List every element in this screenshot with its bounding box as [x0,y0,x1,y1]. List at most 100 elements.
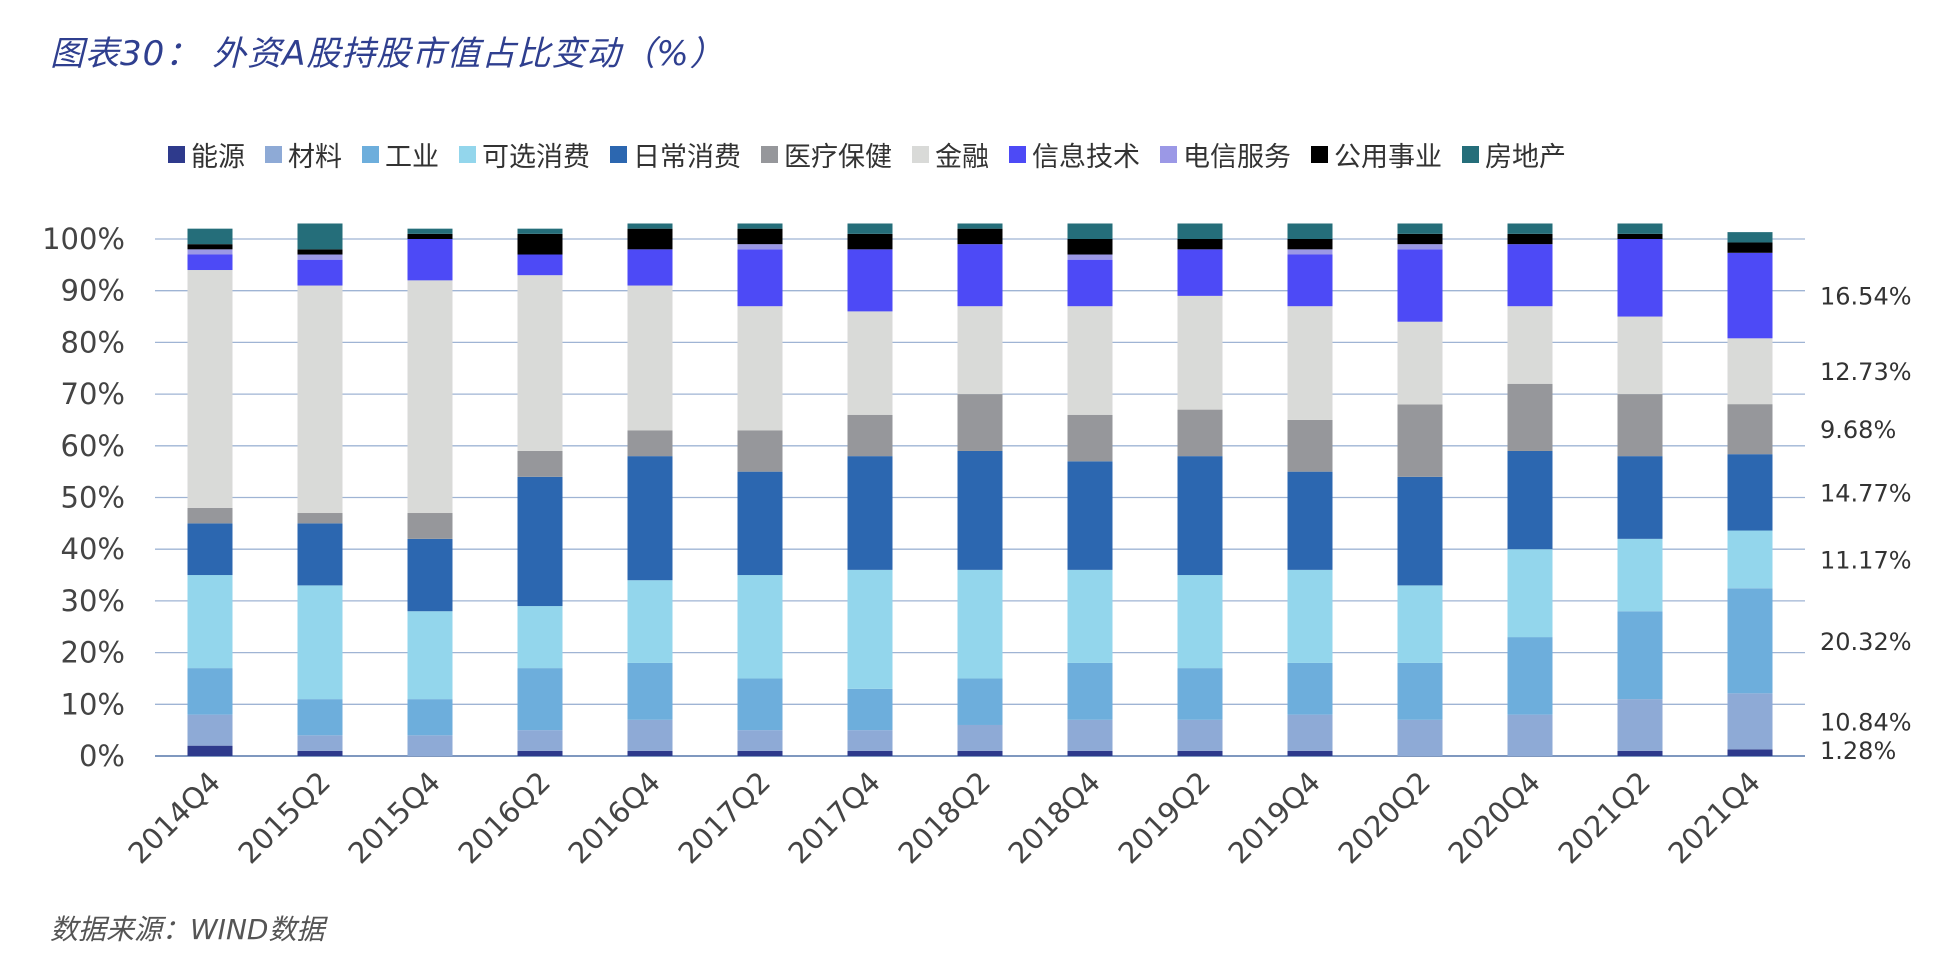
bar-segment [1727,454,1773,531]
bar-segment [407,280,453,514]
bar-segment [187,507,233,524]
x-tick-label: 2019Q4 [1222,765,1327,870]
bar-segment [1727,749,1773,756]
bar-segment [1067,259,1113,307]
bar-segment [1177,456,1223,576]
bar-segment [1397,585,1443,663]
y-tick-label: 60% [61,429,125,463]
legend-swatch [362,145,379,163]
bar-segment [187,254,233,271]
bar-segment [847,223,893,234]
bar-segment [847,233,893,250]
bar-segment [1287,750,1333,756]
bar-segment [1177,668,1223,720]
bar-segment [1177,575,1223,669]
bar-segment [1287,306,1333,420]
bar-segment [737,430,783,472]
bar-segment [187,523,233,576]
bar-segment [407,735,453,756]
y-tick-label: 10% [61,687,125,721]
value-label: 10.84% [1820,708,1912,736]
bar-segment [627,719,673,751]
bar-segment [1617,750,1663,756]
bar-segment [957,569,1003,679]
legend-swatch [1462,145,1479,163]
bar-segment [1507,306,1553,384]
y-tick-label: 0% [79,739,125,773]
bar-segment [1617,456,1663,539]
bar-segment [1397,719,1443,756]
bar-segment [1287,254,1333,307]
bar-segment [627,580,673,663]
chart-legend: 能源 材料 工业 可选消费 日常消费 医疗保健 金融 信息技术 电信服务 公用事业 房地产 [168,134,1586,174]
bar-segment [1507,549,1553,638]
legend-swatch [610,145,627,163]
bar-segment [1067,569,1113,663]
bar-segment [737,750,783,756]
bar-segment [407,228,453,234]
bar-segment [297,699,343,736]
legend-label: 医疗保健 [784,141,892,173]
bar-segment [187,228,233,245]
value-label: 16.54% [1820,283,1912,311]
y-tick-label: 50% [61,481,125,515]
bar-segment [957,750,1003,756]
bar-segment [627,228,673,250]
bar-segment [1727,588,1773,694]
x-tick-label: 2016Q2 [452,765,557,870]
bar-segment [957,394,1003,451]
legend-item: 金融 [912,135,989,174]
bar-segment [297,523,343,586]
legend-label: 房地产 [1485,141,1566,173]
bar-segment [847,730,893,751]
bar-segment [1177,239,1223,250]
y-tick-label: 20% [61,636,125,670]
bar-segment [297,223,343,250]
bar-segment [1727,530,1773,589]
bar-segment [1067,223,1113,239]
bar-segment [737,575,783,679]
legend-swatch [1009,145,1026,163]
bar-segment [517,233,563,255]
bar-segment [517,275,563,451]
bar-segment [517,668,563,731]
y-tick-label: 90% [61,274,125,308]
bar-segment [1727,338,1773,405]
bar-segment [1617,223,1663,234]
chart-title: 图表30： 外资A股持股市值占比变动（%） [50,34,725,74]
bar-segment [1067,662,1113,720]
legend-item: 材料 [265,135,342,174]
bar-segment [627,750,673,756]
bar-segment [1177,750,1223,756]
bar-segment [957,724,1003,751]
bar-segment [627,456,673,581]
bar-segment [1067,239,1113,255]
legend-label: 能源 [191,141,245,173]
bar-segment [1177,409,1223,457]
bar-segment [847,414,893,457]
bar-segment [297,735,343,751]
x-tick-label: 2017Q4 [782,765,887,870]
bar-segment [1617,233,1663,239]
legend-swatch [168,145,185,163]
bar-segment [627,249,673,286]
bar-segment [1287,569,1333,663]
bar-segment [1507,637,1553,715]
bar-segment [1287,239,1333,250]
bar-segment [1397,476,1443,586]
bar-segment [297,585,343,700]
bar-segment [187,249,233,255]
bar-segment [1727,232,1773,243]
bar-segment [407,538,453,612]
bar-segment [1397,404,1443,477]
bar-segment [737,249,783,307]
bar-segment [1397,244,1443,250]
bar-segment [407,239,453,281]
bar-segment [1287,662,1333,715]
x-tick-label: 2020Q2 [1332,765,1437,870]
value-label: 12.73% [1820,358,1912,386]
x-tick-label: 2021Q4 [1662,765,1767,870]
value-label: 14.77% [1820,479,1912,507]
bar-segment [1067,306,1113,415]
bar-segment [847,750,893,756]
